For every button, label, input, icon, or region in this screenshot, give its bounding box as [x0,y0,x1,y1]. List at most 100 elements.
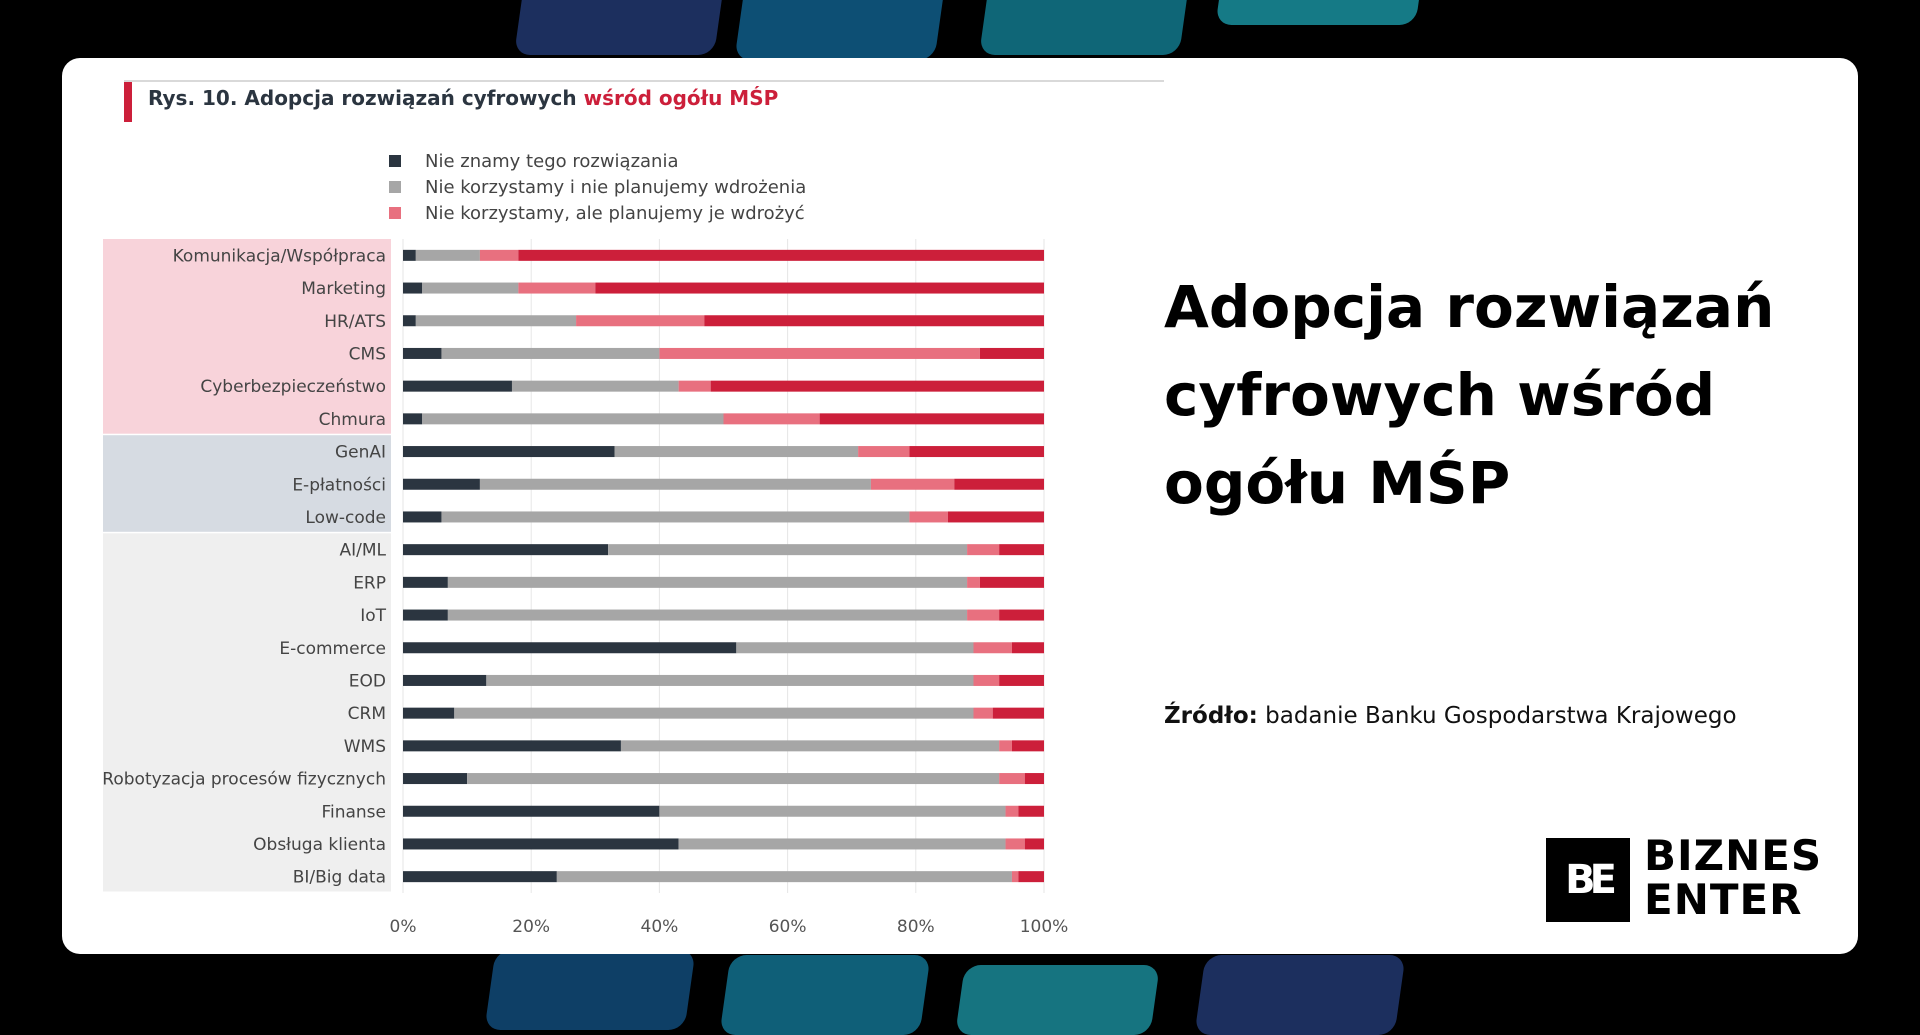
bar-segment [973,707,993,719]
bar-segment [999,773,1025,785]
bar-segment [576,315,705,327]
category-label: Chmura [319,410,386,430]
bar-segment [710,380,1044,392]
bar-segment [1011,871,1019,883]
category-group-2 [103,435,391,532]
legend-swatch [389,207,401,219]
bar-segment [947,511,1044,523]
bar-segment [518,282,596,294]
bar-segment [403,576,448,588]
bar-segment [403,413,423,425]
x-tick-label: 40% [641,917,679,937]
source-label: Źródło: [1164,703,1258,729]
bar-segment [486,674,974,686]
logo-mark: BE [1546,838,1630,922]
bar-segment [999,740,1012,752]
bar-segment [447,609,968,621]
bar-segment [967,544,1000,556]
bar-segment [403,347,442,359]
bar-segment [403,642,737,654]
category-label: ERP [353,573,386,593]
bar-segment [1018,871,1044,883]
bar-segment [422,282,519,294]
bar-segment [1024,773,1044,785]
bar-segment [403,609,448,621]
category-label: AI/ML [339,541,386,561]
bar-segment [403,249,416,261]
bar-segment [858,446,910,458]
bar-segment [608,544,968,556]
bar-segment [736,642,974,654]
category-label: WMS [344,737,386,757]
bar-segment [1005,805,1019,817]
bar-segment [1024,838,1044,850]
bar-segment [678,838,1006,850]
bar-segment [403,478,480,490]
bar-segment [954,478,1044,490]
bar-segment [999,544,1044,556]
decor-shape [1194,955,1406,1035]
decor-shape [955,965,1160,1035]
bar-segment [999,609,1044,621]
bar-segment [403,446,615,458]
headline: Adopcja rozwiązań cyfrowych wśród ogółu … [1164,273,1775,517]
legend-swatch [389,155,401,167]
bar-segment [659,805,1006,817]
decor-shape [514,0,726,55]
logo-line-2: ENTER [1644,875,1803,924]
bar-segment [441,511,910,523]
figure-title-main: Rys. 10. Adopcja rozwiązań cyfrowych [148,86,584,110]
bar-segment [909,511,948,523]
category-label: Komunikacja/Współpraca [173,246,386,266]
bar-segment [441,347,660,359]
bar-segment [967,609,1000,621]
bar-segment [992,707,1044,719]
category-label: Marketing [301,279,386,299]
bar-segment [870,478,955,490]
bar-segment [973,642,1012,654]
x-tick-label: 100% [1020,917,1069,937]
bar-segment [979,576,1044,588]
decor-shape [719,955,931,1035]
bar-segment [403,380,512,392]
category-label: CMS [349,344,386,364]
bar-segment [967,576,980,588]
figure-title: Rys. 10. Adopcja rozwiązań cyfrowych wśr… [124,80,1164,122]
bar-segment [723,413,820,425]
bar-segment [403,544,609,556]
bar-segment [479,478,871,490]
bar-segment [479,249,519,261]
logo-line-1: BIZNES [1644,831,1823,880]
bar-segment [979,347,1044,359]
decor-shape [979,0,1191,55]
bar-segment [403,773,468,785]
bar-segment [467,773,1000,785]
bar-segment [403,707,455,719]
bar-segment [403,315,416,327]
category-label: Finanse [321,802,386,822]
category-group-1 [103,239,391,434]
bar-segment [1018,805,1044,817]
bar-segment [403,805,660,817]
decor-shape [734,0,946,60]
logo-wordmark: BIZNES ENTER [1644,834,1822,922]
bar-segment [659,347,980,359]
bar-segment [403,511,442,523]
bar-segment [1011,642,1044,654]
category-label: CRM [348,704,386,724]
bar-segment [595,282,1044,294]
bar-segment [614,446,859,458]
x-tick-label: 80% [897,917,935,937]
bar-segment [415,315,577,327]
bar-segment [403,838,679,850]
bar-segment [403,674,487,686]
bar-segment [1011,740,1044,752]
legend-label: Nie korzystamy i nie planujemy wdrożenia [425,177,806,198]
source-note: Źródło: badanie Banku Gospodarstwa Krajo… [1164,703,1737,729]
bar-segment [403,871,557,883]
category-label: Robotyzacja procesów fizycznych [102,770,386,790]
category-label: Low-code [305,508,386,528]
bar-segment [415,249,480,261]
bar-segment [518,249,1044,261]
bar-segment [678,380,711,392]
